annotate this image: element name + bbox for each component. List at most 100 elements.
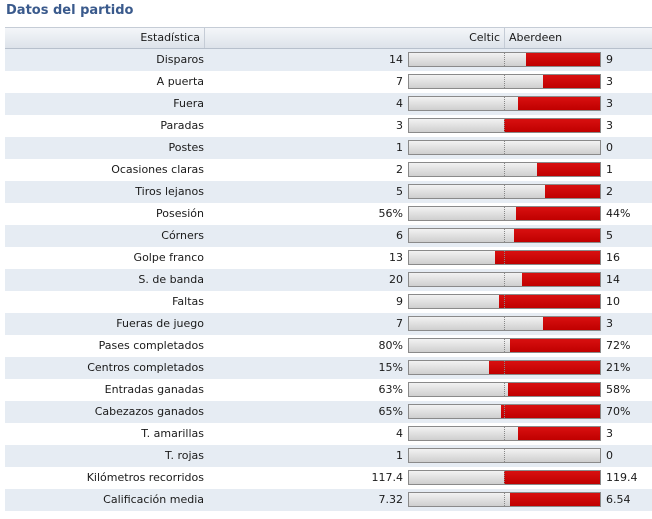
comparison-bar bbox=[408, 228, 601, 243]
away-bar-fill bbox=[514, 229, 600, 242]
comparison-bar bbox=[408, 338, 601, 353]
stat-row: A puerta 7 3 bbox=[5, 71, 652, 93]
comparison-bar bbox=[408, 492, 601, 507]
home-value: 14 bbox=[389, 53, 403, 66]
away-bar-fill bbox=[489, 361, 600, 374]
bar-midline bbox=[504, 163, 505, 176]
home-value: 7 bbox=[396, 317, 403, 330]
away-bar-fill bbox=[537, 163, 600, 176]
stat-row: Centros completados 15% 21% bbox=[5, 357, 652, 379]
comparison-bar bbox=[408, 206, 601, 221]
home-value: 80% bbox=[378, 339, 403, 352]
home-value: 4 bbox=[396, 427, 403, 440]
home-value: 9 bbox=[396, 295, 403, 308]
stat-row: Fueras de juego 7 3 bbox=[5, 313, 652, 335]
stat-label: Ocasiones claras bbox=[111, 163, 204, 176]
away-value: 21% bbox=[606, 361, 631, 374]
stat-label: T. rojas bbox=[165, 449, 204, 462]
stat-row: Paradas 3 3 bbox=[5, 115, 652, 137]
stat-row: Disparos 14 9 bbox=[5, 49, 652, 71]
away-value: 5 bbox=[606, 229, 613, 242]
comparison-bar bbox=[408, 360, 601, 375]
bar-midline bbox=[504, 427, 505, 440]
away-value: 9 bbox=[606, 53, 613, 66]
home-value: 20 bbox=[389, 273, 403, 286]
stat-row: Cabezazos ganados 65% 70% bbox=[5, 401, 652, 423]
away-team-column-header[interactable]: Aberdeen bbox=[509, 31, 563, 44]
comparison-bar bbox=[408, 140, 601, 155]
away-value: 16 bbox=[606, 251, 620, 264]
comparison-bar bbox=[408, 316, 601, 331]
bar-midline bbox=[504, 75, 505, 88]
comparison-bar bbox=[408, 52, 601, 67]
away-bar-fill bbox=[504, 471, 600, 484]
home-value: 4 bbox=[396, 97, 403, 110]
away-value: 3 bbox=[606, 119, 613, 132]
table-header: Estadística Celtic Aberdeen bbox=[5, 27, 652, 49]
stat-row: Entradas ganadas 63% 58% bbox=[5, 379, 652, 401]
comparison-bar bbox=[408, 118, 601, 133]
stat-column-header[interactable]: Estadística bbox=[5, 28, 205, 48]
away-bar-fill bbox=[504, 119, 600, 132]
away-value: 72% bbox=[606, 339, 631, 352]
home-value: 56% bbox=[378, 207, 403, 220]
home-team-column-header[interactable]: Celtic bbox=[205, 28, 505, 48]
stat-label: Disparos bbox=[156, 53, 204, 66]
away-bar-fill bbox=[516, 207, 600, 220]
bar-midline bbox=[504, 471, 505, 484]
stat-label: Faltas bbox=[172, 295, 204, 308]
home-value: 117.4 bbox=[371, 471, 404, 484]
away-bar-fill bbox=[522, 273, 600, 286]
stat-row: Faltas 9 10 bbox=[5, 291, 652, 313]
stat-row: Tiros lejanos 5 2 bbox=[5, 181, 652, 203]
stat-label: Entradas ganadas bbox=[104, 383, 204, 396]
bar-midline bbox=[504, 53, 505, 66]
home-value: 1 bbox=[396, 141, 403, 154]
stat-row: Posesión 56% 44% bbox=[5, 203, 652, 225]
home-value: 13 bbox=[389, 251, 403, 264]
away-value: 70% bbox=[606, 405, 631, 418]
away-value: 3 bbox=[606, 427, 613, 440]
stat-label: Paradas bbox=[160, 119, 204, 132]
away-value: 44% bbox=[606, 207, 631, 220]
away-bar-fill bbox=[510, 493, 600, 506]
stat-label: A puerta bbox=[156, 75, 204, 88]
bar-midline bbox=[504, 405, 505, 418]
bar-midline bbox=[504, 229, 505, 242]
comparison-bar bbox=[408, 74, 601, 89]
stat-label: Golpe franco bbox=[133, 251, 204, 264]
away-value: 0 bbox=[606, 141, 613, 154]
stat-label: Postes bbox=[168, 141, 204, 154]
away-value: 3 bbox=[606, 317, 613, 330]
away-value: 3 bbox=[606, 75, 613, 88]
away-bar-fill bbox=[526, 53, 600, 66]
stat-row: S. de banda 20 14 bbox=[5, 269, 652, 291]
away-value: 10 bbox=[606, 295, 620, 308]
away-value: 1 bbox=[606, 163, 613, 176]
bar-midline bbox=[504, 185, 505, 198]
bar-midline bbox=[504, 493, 505, 506]
stat-label: S. de banda bbox=[138, 273, 204, 286]
away-bar-fill bbox=[495, 251, 600, 264]
away-bar-fill bbox=[508, 383, 600, 396]
bar-midline bbox=[504, 295, 505, 308]
stats-rows: Disparos 14 9 A puerta 7 3 Fuera 4 3 Paradas 3 3 Pos… bbox=[5, 49, 652, 511]
bar-midline bbox=[504, 97, 505, 110]
stat-label: Pases completados bbox=[98, 339, 204, 352]
home-value: 2 bbox=[396, 163, 403, 176]
stat-label: Fuera bbox=[173, 97, 204, 110]
away-value: 2 bbox=[606, 185, 613, 198]
away-bar-fill bbox=[543, 75, 600, 88]
stat-label: Cabezazos ganados bbox=[94, 405, 204, 418]
away-bar-fill bbox=[543, 317, 600, 330]
bar-midline bbox=[504, 361, 505, 374]
home-value: 6 bbox=[396, 229, 403, 242]
stat-row: Kilómetros recorridos 117.4 119.4 bbox=[5, 467, 652, 489]
comparison-bar bbox=[408, 448, 601, 463]
page-title: Datos del partido bbox=[6, 3, 134, 18]
comparison-bar bbox=[408, 294, 601, 309]
comparison-bar bbox=[408, 272, 601, 287]
home-value: 5 bbox=[396, 185, 403, 198]
away-bar-fill bbox=[518, 97, 600, 110]
bar-midline bbox=[504, 339, 505, 352]
